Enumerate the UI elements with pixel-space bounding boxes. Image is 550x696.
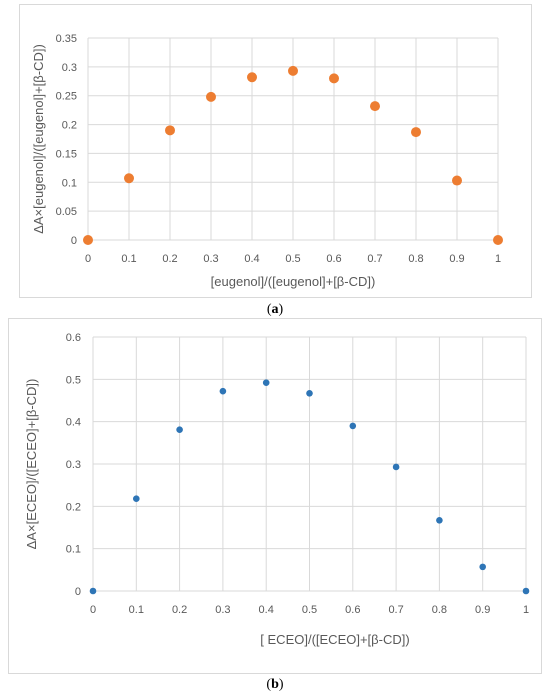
chart-a-data-point <box>124 173 134 184</box>
chart-b-xtick-label: 0.2 <box>172 604 187 616</box>
chart-a-ytick-label: 0.05 <box>56 206 77 218</box>
chart-a-data-point <box>452 175 462 186</box>
chart-a-xtick-label: 0.9 <box>449 253 464 265</box>
chart-a-data-point <box>165 125 175 136</box>
chart-a-data-point <box>411 127 421 138</box>
chart-a-xtick-label: 0 <box>85 253 91 265</box>
chart-b-data-point <box>522 587 530 595</box>
chart-a-xtick-label: 0.8 <box>408 253 423 265</box>
chart-a-xtick-label: 0.7 <box>367 253 382 265</box>
chart-b-xtick-label: 0 <box>90 604 96 616</box>
chart-b-xtick-label: 1 <box>523 604 529 616</box>
chart-b-data-point <box>349 422 357 430</box>
caption-b: (b) <box>266 677 284 692</box>
chart-b-data-point <box>392 463 400 471</box>
chart-a-x-axis-title: [eugenol]/([eugenol]+[β-CD]) <box>211 274 376 289</box>
chart-b-x-axis-title: [ ECEO]/([ECEO]+[β-CD]) <box>260 632 409 647</box>
chart-a-ytick-label: 0 <box>71 235 77 247</box>
chart-a-data-point <box>247 72 257 83</box>
chart-a-xtick-label: 0.2 <box>162 253 177 265</box>
chart-a-data-point <box>493 235 503 245</box>
chart-b-xtick-label: 0.8 <box>432 604 447 616</box>
chart-a-y-axis-title: ΔA×[eugenol]/([eugenol]+[β-CD]) <box>31 44 46 234</box>
chart-b-data-point <box>306 390 313 397</box>
chart-b-xtick-label: 0.1 <box>129 604 144 616</box>
chart-a-xtick-label: 0.4 <box>244 253 259 265</box>
chart-b-ytick-label: 0.2 <box>66 501 81 513</box>
chart-b-xtick-label: 0.6 <box>345 604 360 616</box>
chart-b-ytick-label: 0.1 <box>66 544 81 556</box>
chart-b-xtick-label: 0.3 <box>215 604 230 616</box>
chart-b-ytick-label: 0.4 <box>66 417 81 429</box>
chart-a-data-point <box>83 235 93 245</box>
chart-b-ytick-label: 0.3 <box>66 459 81 471</box>
chart-b-ytick-label: 0 <box>75 586 81 598</box>
chart-a-ytick-label: 0.2 <box>62 120 77 132</box>
chart-a-data-point <box>206 91 216 102</box>
chart-a-ytick-label: 0.1 <box>62 177 77 189</box>
chart-b-data-point <box>133 495 140 503</box>
chart-b-frame <box>8 318 542 674</box>
chart-b-data-point <box>479 563 487 571</box>
chart-b-ytick-label: 0.5 <box>66 374 81 386</box>
chart-b-xtick-label: 0.9 <box>475 604 490 616</box>
chart-b-data-point <box>176 426 183 434</box>
chart-a-xtick-label: 0.5 <box>285 253 300 265</box>
chart-a-xtick-label: 1 <box>495 253 501 265</box>
caption-a-letter: a <box>271 302 279 317</box>
chart-a-ytick-label: 0.3 <box>62 62 77 74</box>
chart-b-data-point <box>436 517 443 524</box>
chart-a-xtick-label: 0.3 <box>203 253 218 265</box>
chart-b-xtick-label: 0.7 <box>388 604 403 616</box>
chart-a-ytick-label: 0.35 <box>56 33 77 45</box>
chart-a-xtick-label: 0.1 <box>121 253 136 265</box>
chart-b-y-axis-title: ΔA×[ECEO]/([ECEO]+[β-CD]) <box>24 379 39 550</box>
chart-a-xtick-label: 0.6 <box>326 253 341 265</box>
chart-a-data-point <box>288 65 298 76</box>
chart-a-data-point <box>370 101 380 112</box>
chart-a-ytick-label: 0.25 <box>56 91 77 103</box>
chart-b-xtick-label: 0.5 <box>302 604 317 616</box>
caption-b-letter: b <box>271 677 279 692</box>
chart-a-frame <box>19 4 532 298</box>
chart-b-data-point <box>262 379 270 387</box>
chart-b-data-point <box>219 387 227 395</box>
chart-a-data-point <box>329 73 339 84</box>
chart-a-ytick-label: 0.15 <box>56 148 77 160</box>
caption-a: (a) <box>266 302 284 317</box>
chart-b-data-point <box>89 587 97 595</box>
chart-b-ytick-label: 0.6 <box>66 332 81 344</box>
chart-b-xtick-label: 0.4 <box>259 604 274 616</box>
